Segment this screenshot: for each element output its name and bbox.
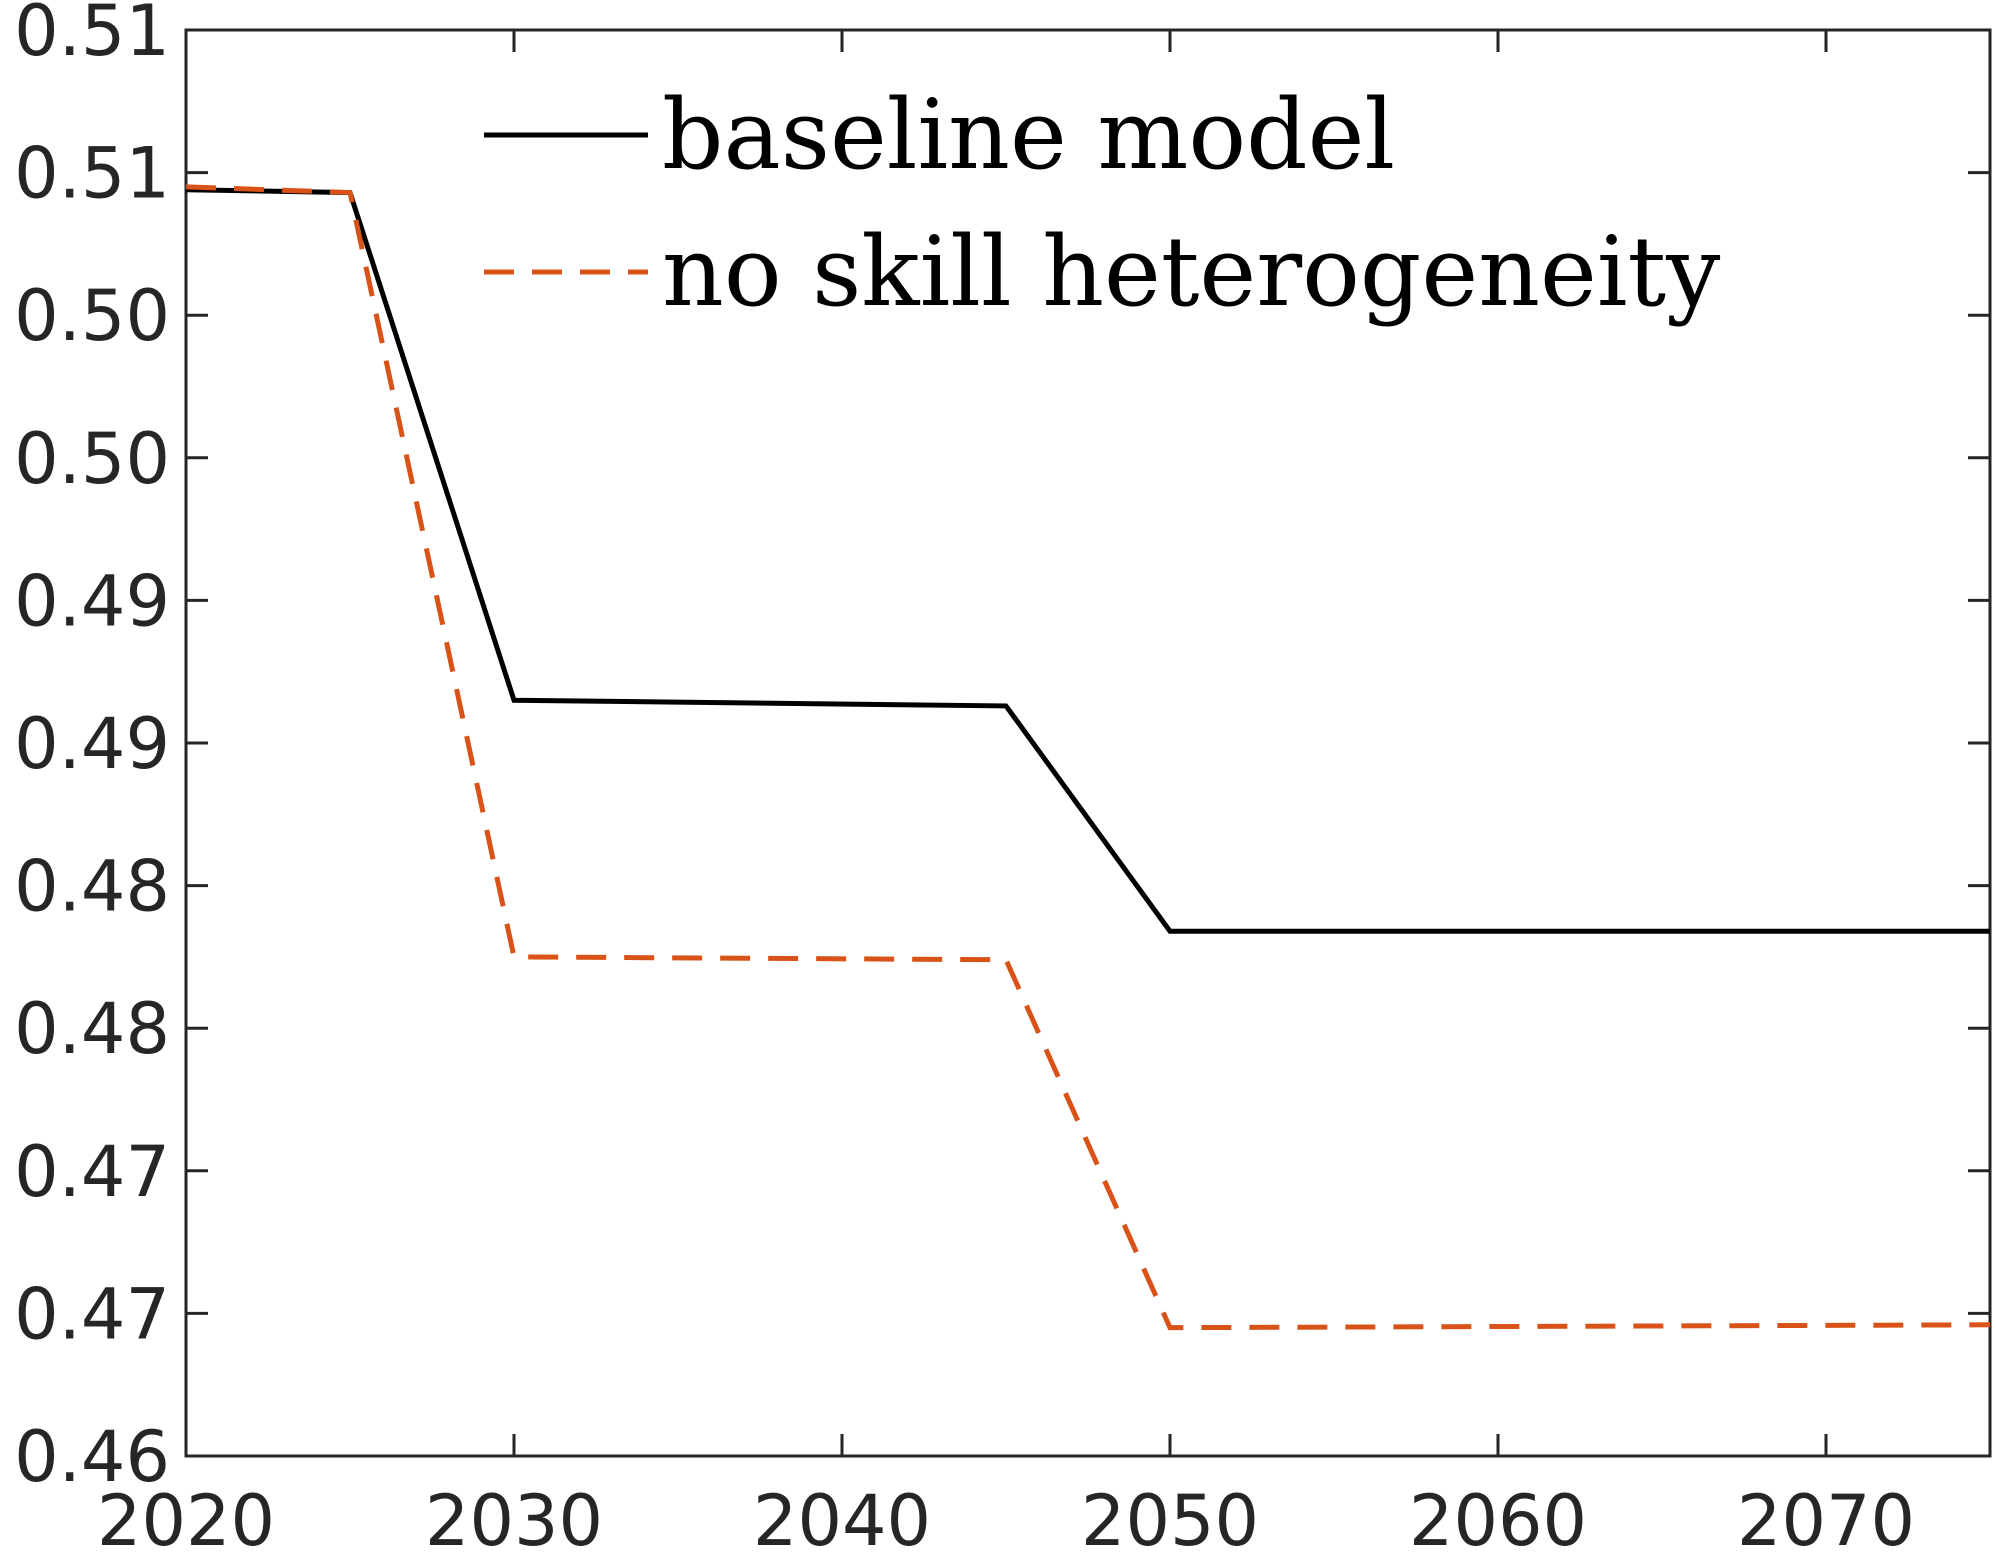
y-tick-label: 0.50 bbox=[14, 275, 170, 357]
x-tick-label: 2060 bbox=[1409, 1480, 1587, 1554]
legend-label: baseline model bbox=[662, 79, 1395, 191]
ticks: 2020 2030 2040 2050 2060 2070 0.46 0.47 0.47 0.48… bbox=[14, 0, 1990, 1554]
y-tick-label: 0.51 bbox=[14, 133, 170, 215]
legend: baseline model no skill heterogeneity bbox=[484, 79, 1720, 328]
legend-label: no skill heterogeneity bbox=[662, 216, 1720, 328]
x-tick-label: 2070 bbox=[1737, 1480, 1915, 1554]
y-tick-label: 0.47 bbox=[14, 1273, 170, 1355]
series-line-no-skill-heterogeneity bbox=[185, 184, 1991, 1331]
series-line-baseline-model bbox=[185, 187, 1990, 934]
y-tick-label: 0.47 bbox=[14, 1131, 170, 1213]
y-tick-label: 0.50 bbox=[14, 418, 170, 500]
x-tick-label: 2020 bbox=[97, 1480, 275, 1554]
y-tick-label: 0.49 bbox=[14, 560, 170, 642]
x-tick-label: 2050 bbox=[1081, 1480, 1259, 1554]
series-lines bbox=[185, 184, 1991, 1331]
x-tick-label: 2030 bbox=[425, 1480, 603, 1554]
y-tick-label-top: 0.51 bbox=[14, 0, 170, 72]
y-tick-label: 0.48 bbox=[14, 988, 170, 1070]
x-tick-label: 2040 bbox=[753, 1480, 931, 1554]
y-tick-label: 0.46 bbox=[14, 1416, 170, 1498]
y-tick-label: 0.48 bbox=[14, 846, 170, 928]
y-tick-label: 0.49 bbox=[14, 703, 170, 785]
